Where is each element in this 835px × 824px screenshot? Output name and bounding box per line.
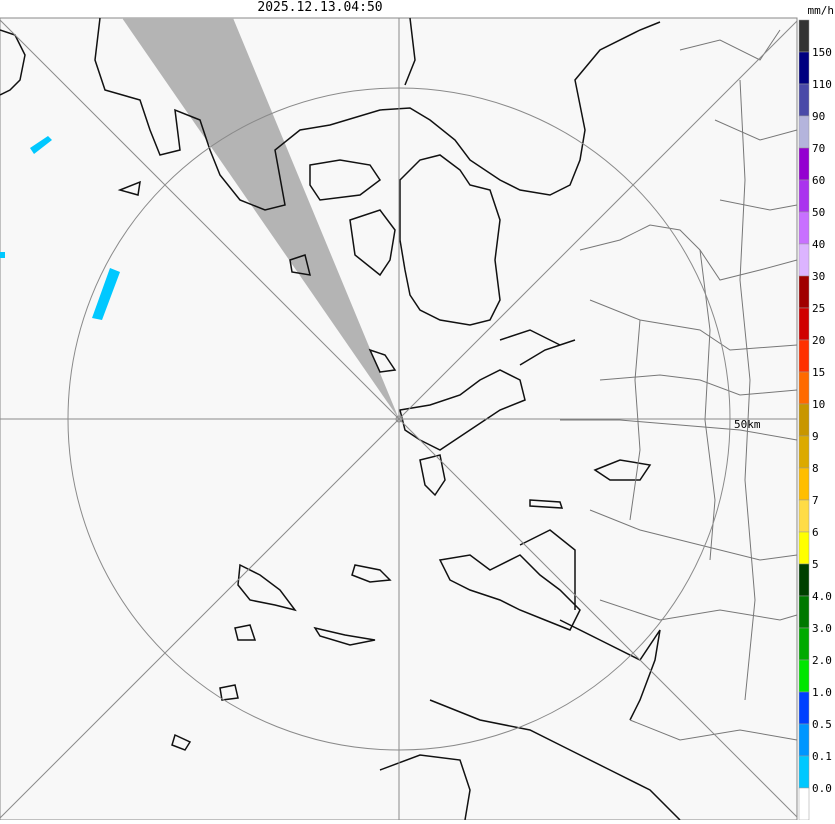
legend-label: 40 (812, 238, 825, 251)
legend-unit: mm/h (808, 4, 835, 17)
radar-site (395, 415, 403, 423)
legend-label: 0.0 (812, 782, 832, 795)
legend-label: 150 (812, 46, 832, 59)
legend-band (798, 275, 810, 309)
echoes (0, 136, 120, 320)
legend-band (798, 467, 810, 501)
legend-band (798, 115, 810, 149)
diagonal (0, 20, 798, 819)
legend-band (798, 563, 810, 597)
legend-label: 60 (812, 174, 825, 187)
legend-band (798, 627, 810, 661)
admin-borders (560, 29, 798, 741)
legend-label: 6 (812, 526, 819, 539)
legend-band (798, 659, 810, 693)
legend-band (798, 147, 810, 181)
legend-band (798, 339, 810, 373)
legend-band (798, 691, 810, 725)
legend-label: 70 (812, 142, 825, 155)
legend-band (798, 435, 810, 469)
legend-band (798, 531, 810, 565)
legend: 150 110 90 70 60 50 40 30 25 20 15 10 9 8 7 6 5 4.0 3.0 2.0… (798, 19, 832, 821)
legend-label: 30 (812, 270, 825, 283)
legend-band (798, 755, 810, 789)
legend-label: 2.0 (812, 654, 832, 667)
legend-label: 1.0 (812, 686, 832, 699)
legend-label: 110 (812, 78, 832, 91)
legend-label: 3.0 (812, 622, 832, 635)
legend-band (798, 499, 810, 533)
range-overlay (0, 18, 798, 820)
legend-band (798, 403, 810, 437)
legend-label: 5 (812, 558, 819, 571)
legend-band (798, 179, 810, 213)
timestamp: 2025.12.13.04:50 (257, 0, 382, 15)
legend-band (798, 83, 810, 117)
legend-label: 7 (812, 494, 819, 507)
legend-band (798, 243, 810, 277)
legend-label: 0.1 (812, 750, 832, 763)
legend-band (798, 211, 810, 245)
echo (0, 252, 5, 258)
legend-label: 20 (812, 334, 825, 347)
legend-label: 8 (812, 462, 819, 475)
legend-band (798, 51, 810, 85)
blocked-sector (122, 18, 399, 419)
legend-band (798, 723, 810, 757)
legend-band (798, 787, 810, 821)
legend-label: 9 (812, 430, 819, 443)
diagonal (0, 19, 798, 818)
legend-label: 25 (812, 302, 825, 315)
range-label: 50km (734, 418, 761, 431)
legend-band (798, 595, 810, 629)
legend-label: 4.0 (812, 590, 832, 603)
legend-label: 50 (812, 206, 825, 219)
legend-label: 0.5 (812, 718, 832, 731)
legend-band (798, 371, 810, 405)
legend-label: 15 (812, 366, 825, 379)
legend-band (798, 307, 810, 341)
legend-label: 90 (812, 110, 825, 123)
legend-band (798, 19, 810, 53)
legend-label: 10 (812, 398, 825, 411)
echo (92, 268, 120, 320)
echo (30, 136, 52, 154)
